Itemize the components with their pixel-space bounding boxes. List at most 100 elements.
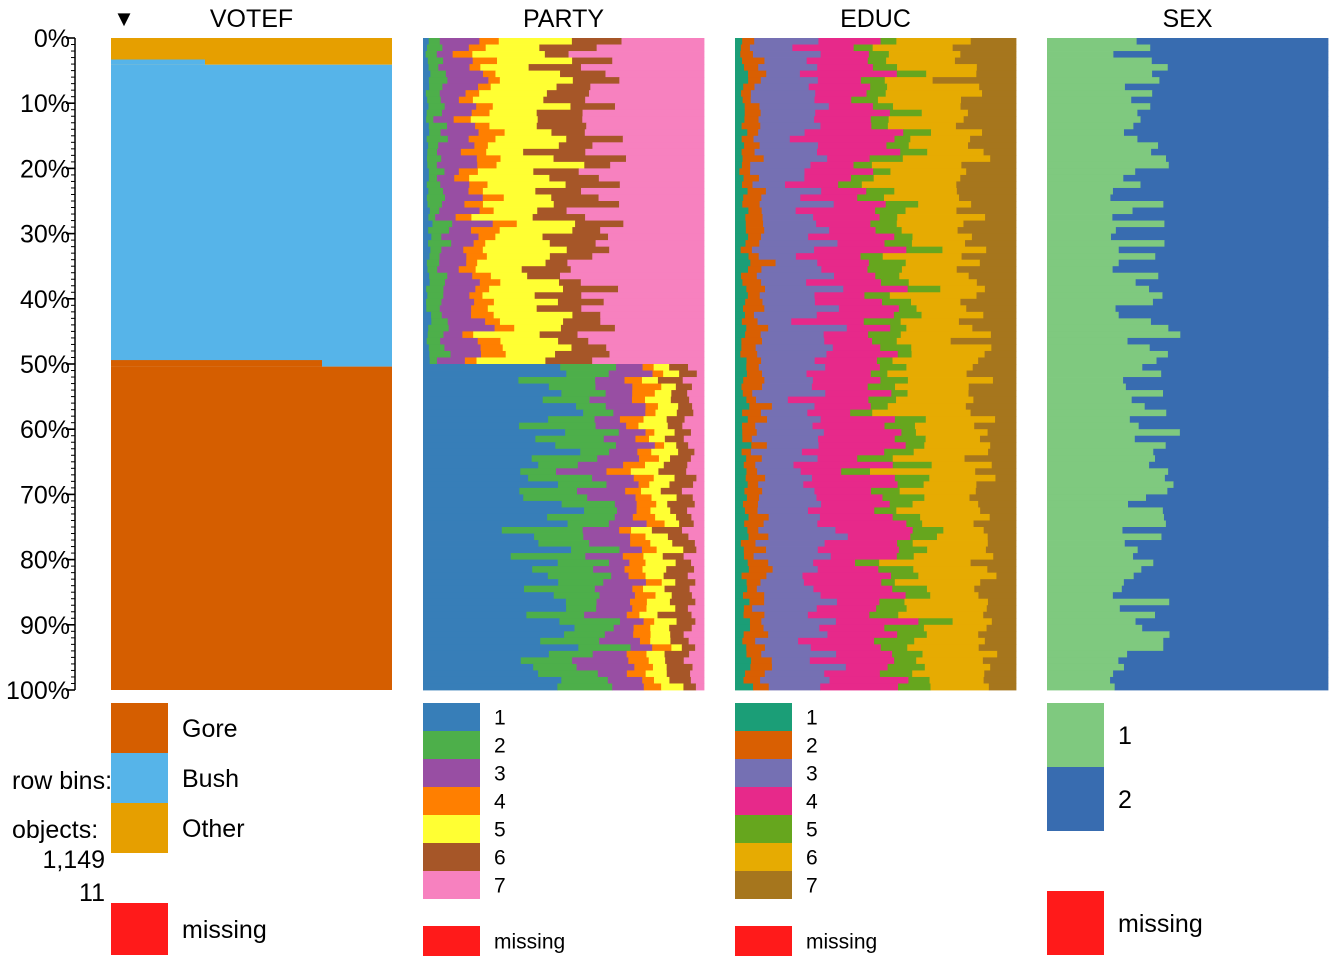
bar-segment-party-3 <box>452 220 494 228</box>
bar-segment-sex-2 <box>1165 442 1329 450</box>
bar-segment-educ-6 <box>913 553 994 560</box>
column-header-party[interactable]: PARTY <box>523 5 604 33</box>
bar-segment-educ-5 <box>884 448 915 456</box>
bar-segment-educ-3 <box>755 422 813 430</box>
bar-segment-educ-2 <box>740 350 758 358</box>
bar-segment-party-7 <box>609 350 705 358</box>
bar-segment-party-1 <box>423 240 429 248</box>
bar-segment-party-1 <box>423 637 541 645</box>
bar-segment-party-6 <box>675 579 696 587</box>
bar-segment-party-6 <box>575 220 624 228</box>
bar-segment-party-6 <box>664 650 690 658</box>
bar-segment-party-4 <box>466 253 488 261</box>
bar-segment-party-3 <box>592 474 635 482</box>
bar-segment-party-5 <box>650 624 670 632</box>
sort-indicator-icon[interactable]: ▼ <box>113 6 135 31</box>
bar-segment-educ-7 <box>967 109 1017 117</box>
bar-segment-sex-1 <box>1047 155 1167 163</box>
bar-segment-educ-6 <box>911 350 986 358</box>
bar-segment-party-1 <box>423 390 562 397</box>
bar-segment-party-6 <box>527 272 561 280</box>
bar-segment-party-6 <box>521 266 572 274</box>
bar-segment-educ-3 <box>766 442 819 450</box>
bar-segment-educ-1 <box>735 533 749 541</box>
bar-segment-educ-5 <box>896 553 915 560</box>
bar-segment-educ-4 <box>827 155 871 163</box>
bar-segment-party-5 <box>653 364 670 371</box>
bar-segment-party-7 <box>695 579 705 587</box>
bar-segment-educ-1 <box>735 364 747 371</box>
bar-segment-party-6 <box>674 429 692 437</box>
bar-segment-party-5 <box>650 540 673 547</box>
bar-segment-party-2 <box>427 331 444 339</box>
bar-segment-party-1 <box>423 220 433 228</box>
legend-swatch-educ-6 <box>735 843 792 871</box>
bar-segment-educ-6 <box>918 201 972 208</box>
bar-segment-educ-5 <box>879 364 907 371</box>
bar-segment-party-4 <box>453 116 472 124</box>
bar-segment-party-1 <box>423 435 536 443</box>
bar-segment-educ-1 <box>735 592 744 600</box>
bar-segment-educ-4 <box>808 233 895 241</box>
bar-segment-educ-2 <box>751 657 773 665</box>
y-tick-label: 70% <box>20 481 70 509</box>
bar-segment-party-7 <box>687 461 705 469</box>
bar-segment-educ-7 <box>990 442 1017 450</box>
bar-segment-party-1 <box>423 285 427 293</box>
bar-segment-party-2 <box>576 403 607 411</box>
bar-segment-party-3 <box>438 64 470 71</box>
bar-segment-party-1 <box>423 455 533 463</box>
bar-segment-party-1 <box>423 109 428 117</box>
bar-segment-party-1 <box>423 513 548 521</box>
bar-segment-party-3 <box>603 435 636 443</box>
bar-segment-educ-3 <box>750 90 816 98</box>
bar-segment-educ-4 <box>814 357 878 365</box>
bar-segment-educ-2 <box>743 64 759 71</box>
bar-segment-educ-2 <box>749 403 773 411</box>
bar-segment-party-1 <box>423 631 565 639</box>
bar-segment-educ-2 <box>745 240 760 248</box>
bar-segment-sex-1 <box>1047 44 1151 52</box>
bar-segment-party-1 <box>423 566 533 574</box>
bar-segment-educ-6 <box>895 383 970 391</box>
column-header-sex[interactable]: SEX <box>1162 5 1212 33</box>
bar-segment-party-6 <box>657 377 684 384</box>
bar-segment-educ-7 <box>974 422 1017 430</box>
bar-segment-educ-7 <box>950 337 1017 345</box>
bar-segment-party-1 <box>423 279 431 287</box>
bar-segment-party-5 <box>475 266 523 274</box>
bar-segment-educ-7 <box>992 377 1017 384</box>
bar-segment-party-1 <box>423 174 430 182</box>
bar-segment-educ-2 <box>748 70 767 78</box>
bar-segment-party-3 <box>447 77 489 85</box>
bar-segment-party-4 <box>636 507 651 515</box>
bar-segment-educ-6 <box>871 161 962 169</box>
column-header-educ[interactable]: EDUC <box>840 5 911 33</box>
bar-segment-educ-4 <box>811 474 896 482</box>
bar-segment-party-3 <box>439 90 466 98</box>
y-tick-label: 40% <box>20 286 70 314</box>
bar-segment-educ-4 <box>817 64 874 71</box>
bar-segment-educ-6 <box>925 435 981 443</box>
bar-segment-educ-7 <box>978 500 1017 508</box>
bar-segment-party-6 <box>676 513 692 521</box>
bar-segment-sex-2 <box>1140 116 1329 124</box>
bar-segment-party-5 <box>489 109 538 117</box>
column-header-votef[interactable]: VOTEF <box>210 5 293 33</box>
bar-segment-party-4 <box>626 422 639 430</box>
bar-segment-educ-6 <box>872 409 971 417</box>
bar-segment-sex-2 <box>1131 396 1329 404</box>
legend-label-missing: missing <box>182 916 267 944</box>
bar-segment-party-6 <box>572 77 620 85</box>
bar-segment-sex-2 <box>1150 103 1329 111</box>
bar-segment-educ-6 <box>907 390 969 397</box>
bar-segment-educ-6 <box>884 77 934 85</box>
bar-segment-party-3 <box>572 657 629 665</box>
bar-segment-educ-5 <box>892 461 933 469</box>
bar-segment-party-5 <box>504 129 552 137</box>
bar-segment-educ-7 <box>988 683 1017 691</box>
bar-segment-sex-2 <box>1158 272 1329 280</box>
bar-segment-party-3 <box>616 364 643 371</box>
bar-segment-educ-7 <box>932 77 1017 85</box>
legend-label: 2 <box>806 735 818 758</box>
